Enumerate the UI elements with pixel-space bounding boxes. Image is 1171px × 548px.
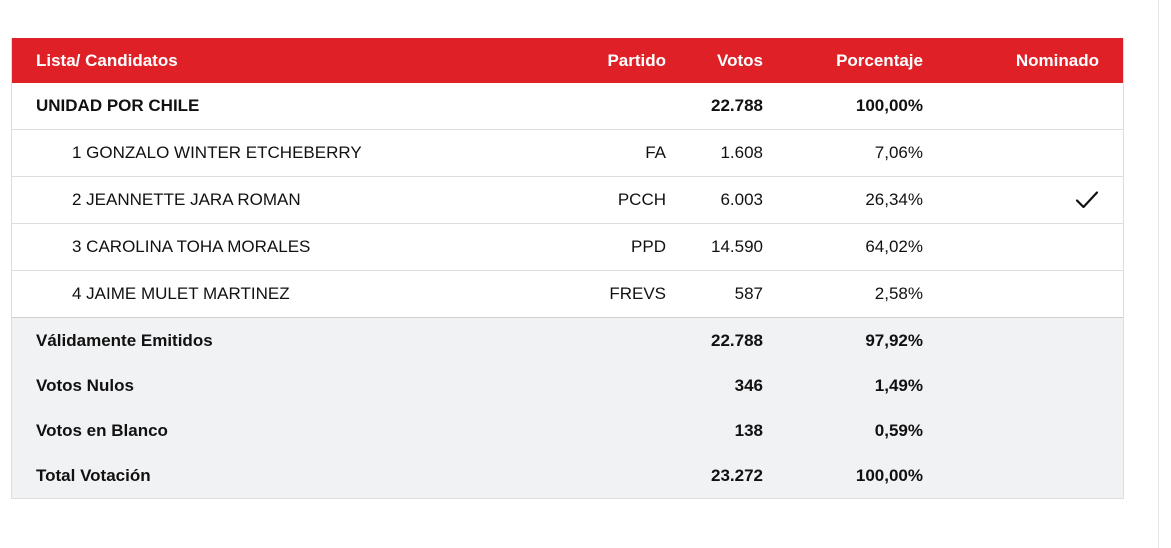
header-name: Lista/ Candidatos	[36, 50, 178, 70]
table-row: 1 GONZALO WINTER ETCHEBERRY FA 1.608 7,0…	[12, 130, 1123, 177]
list-votes: 22.788	[711, 96, 763, 115]
candidate-party: PCCH	[617, 190, 666, 209]
table-row: 2 JEANNETTE JARA ROMAN PCCH 6.003 26,34%	[12, 177, 1123, 224]
candidate-percent: 7,06%	[874, 143, 923, 162]
summary-row: Votos Nulos 346 1,49%	[12, 363, 1123, 408]
candidate-name: 2 JEANNETTE JARA ROMAN	[72, 190, 301, 209]
page-divider	[1158, 0, 1159, 548]
candidate-percent: 2,58%	[874, 284, 923, 303]
header-votes: Votos	[717, 50, 763, 70]
summary-votes: 23.272	[711, 465, 763, 485]
summary-votes: 22.788	[711, 330, 763, 350]
summary-percent: 0,59%	[874, 420, 923, 440]
summary-percent: 1,49%	[874, 375, 923, 395]
candidate-party: FA	[645, 143, 666, 162]
header-party: Partido	[607, 50, 666, 70]
summary-votes: 346	[734, 375, 763, 395]
summary-row: Total Votación 23.272 100,00%	[12, 453, 1123, 498]
candidate-votes: 14.590	[711, 237, 763, 256]
candidate-percent: 64,02%	[865, 237, 923, 256]
candidate-percent: 26,34%	[865, 190, 923, 209]
candidate-votes: 587	[734, 284, 763, 303]
summary-section: Válidamente Emitidos 22.788 97,92% Votos…	[12, 318, 1123, 499]
checkmark-icon	[1075, 177, 1099, 223]
summary-label: Total Votación	[36, 465, 151, 485]
table-row: 4 JAIME MULET MARTINEZ FREVS 587 2,58%	[12, 271, 1123, 318]
candidate-party: PPD	[631, 237, 666, 256]
list-row: UNIDAD POR CHILE 22.788 100,00%	[12, 83, 1123, 130]
summary-votes: 138	[734, 420, 763, 440]
summary-row: Votos en Blanco 138 0,59%	[12, 408, 1123, 453]
header-nominated: Nominado	[1015, 50, 1099, 70]
candidate-party: FREVS	[609, 284, 666, 303]
summary-row: Válidamente Emitidos 22.788 97,92%	[12, 318, 1123, 363]
results-table: Lista/ Candidatos Partido Votos Porcenta…	[11, 38, 1124, 499]
candidate-votes: 6.003	[720, 190, 763, 209]
candidate-name: 1 GONZALO WINTER ETCHEBERRY	[72, 143, 362, 162]
list-name: UNIDAD POR CHILE	[36, 96, 200, 115]
summary-percent: 97,92%	[865, 330, 923, 350]
summary-label: Válidamente Emitidos	[36, 330, 213, 350]
list-percent: 100,00%	[855, 96, 923, 115]
table-row: 3 CAROLINA TOHA MORALES PPD 14.590 64,02…	[12, 224, 1123, 271]
table-header: Lista/ Candidatos Partido Votos Porcenta…	[12, 38, 1123, 83]
candidate-name: 4 JAIME MULET MARTINEZ	[72, 284, 290, 303]
summary-label: Votos Nulos	[36, 375, 134, 395]
header-percent: Porcentaje	[836, 50, 923, 70]
candidate-votes: 1.608	[720, 143, 763, 162]
candidate-name: 3 CAROLINA TOHA MORALES	[72, 237, 311, 256]
summary-percent: 100,00%	[855, 465, 923, 485]
summary-label: Votos en Blanco	[36, 420, 168, 440]
